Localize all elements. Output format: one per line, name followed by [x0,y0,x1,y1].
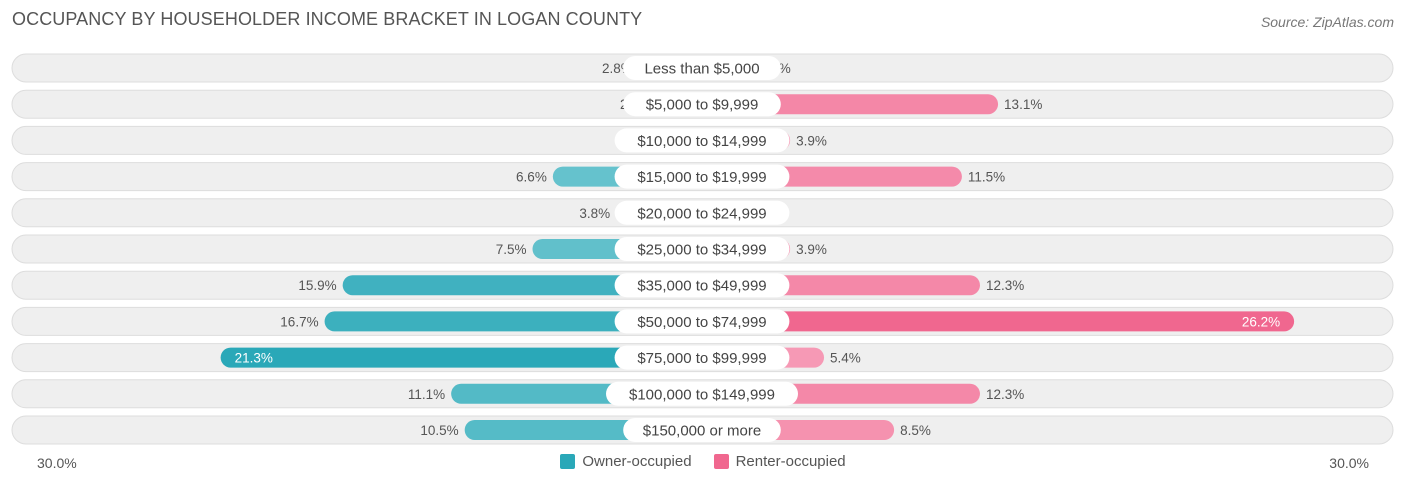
category-label: $50,000 to $74,999 [637,314,766,331]
owner-value-label: 6.6% [516,170,547,185]
owner-value-label: 15.9% [298,278,336,293]
category-label-background [614,200,790,225]
category-label: $10,000 to $14,999 [637,133,766,150]
legend-swatch-renter [713,454,729,469]
category-label: $20,000 to $24,999 [637,205,766,222]
legend-swatch-owner [560,454,576,469]
owner-value-label: 10.5% [420,423,458,438]
renter-value-label: 26.2% [1242,314,1280,329]
owner-value-label: 21.3% [235,351,273,366]
renter-value-label: 8.5% [900,423,931,438]
legend-item-renter: Renter-occupied [713,453,846,470]
renter-value-label: 12.3% [986,278,1024,293]
category-label: $15,000 to $19,999 [637,169,766,186]
category-label: $150,000 or more [643,423,761,440]
axis-left-label: 30.0% [37,455,77,471]
renter-value-label: 3.9% [796,133,827,148]
legend-item-owner: Owner-occupied [560,453,692,470]
source-label: Source: ZipAtlas.com [1260,14,1394,30]
owner-bar [342,275,702,296]
category-label-background [606,381,798,406]
category-label-background [614,164,790,189]
chart-title: OCCUPANCY BY HOUSEHOLDER INCOME BRACKET … [12,9,643,29]
owner-bar [220,347,702,368]
category-label-background [623,92,781,117]
category-label: Less than $5,000 [644,61,759,78]
renter-bar [702,311,1295,332]
owner-value-label: 7.5% [496,242,527,257]
legend-label-owner: Owner-occupied [582,453,692,470]
renter-value-label: 11.5% [968,170,1005,185]
renter-value-label: 13.1% [1004,97,1042,112]
legend-label-renter: Renter-occupied [735,453,846,470]
legend: Owner-occupied Renter-occupied [0,453,1406,470]
renter-value-label: 3.9% [796,242,827,257]
category-label: $25,000 to $34,999 [637,242,766,259]
category-label-background [623,418,781,442]
category-label: $100,000 to $149,999 [629,386,775,403]
category-label-background [614,309,790,334]
category-label-background [614,345,790,370]
chart-area: 2.8%2.3%Less than $5,0002.0%13.1%$5,000 … [11,53,1394,445]
owner-bar [324,311,702,332]
category-label: $35,000 to $49,999 [637,278,766,295]
owner-value-label: 16.7% [280,314,318,329]
axis-right-label: 30.0% [1329,455,1369,471]
category-label-background [623,56,781,80]
category-label: $75,000 to $99,999 [637,350,766,367]
category-label-background [614,128,790,153]
owner-value-label: 11.1% [408,387,445,402]
renter-value-label: 5.4% [830,351,861,366]
renter-value-label: 12.3% [986,387,1024,402]
owner-value-label: 3.8% [579,206,610,221]
category-label: $5,000 to $9,999 [646,97,759,114]
category-label-background [614,237,790,261]
category-label-background [614,273,790,298]
